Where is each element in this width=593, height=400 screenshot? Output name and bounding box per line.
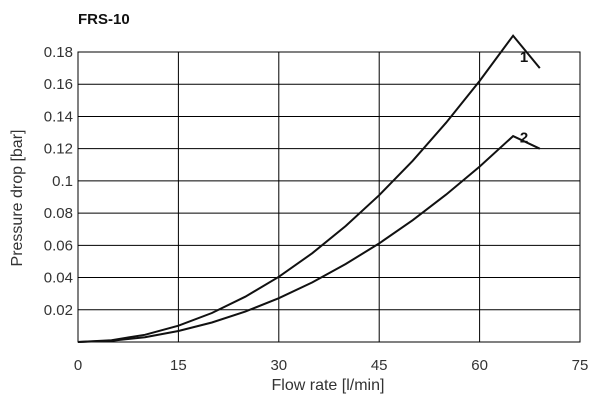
series-2-label: 2 — [520, 130, 528, 147]
y-tick-label: 0.08 — [44, 205, 73, 222]
y-axis-ticks: 0.02 0.04 0.06 0.08 0.1 0.12 0.14 0.16 0.18 — [44, 44, 73, 319]
x-tick-label: 45 — [371, 357, 388, 374]
chart-title: FRS-10 — [78, 11, 130, 28]
series-2-line — [77, 134, 541, 343]
y-tick-label: 0.16 — [44, 76, 73, 93]
y-tick-label: 0.06 — [44, 237, 73, 254]
x-tick-label: 60 — [471, 357, 488, 374]
y-axis-title: Pressure drop [bar] — [9, 130, 26, 267]
x-tick-label: 0 — [74, 357, 82, 374]
y-tick-label: 0.04 — [44, 270, 73, 287]
x-axis-ticks: 0 15 30 45 60 75 — [74, 357, 589, 374]
y-tick-label: 0.02 — [44, 302, 73, 319]
x-tick-label: 30 — [270, 357, 287, 374]
y-tick-label: 0.1 — [52, 173, 73, 190]
x-axis-title: Flow rate [l/min] — [272, 377, 385, 394]
x-tick-label: 75 — [572, 357, 589, 374]
plot-frame — [77, 51, 581, 343]
series-1-label: 1 — [520, 49, 528, 66]
series-1-line — [77, 34, 541, 343]
series-group: 12 — [77, 34, 541, 343]
y-tick-label: 0.12 — [44, 141, 73, 158]
grid — [77, 51, 581, 342]
y-tick-label: 0.18 — [44, 44, 73, 61]
x-tick-label: 15 — [170, 357, 187, 374]
y-tick-label: 0.14 — [44, 108, 73, 125]
